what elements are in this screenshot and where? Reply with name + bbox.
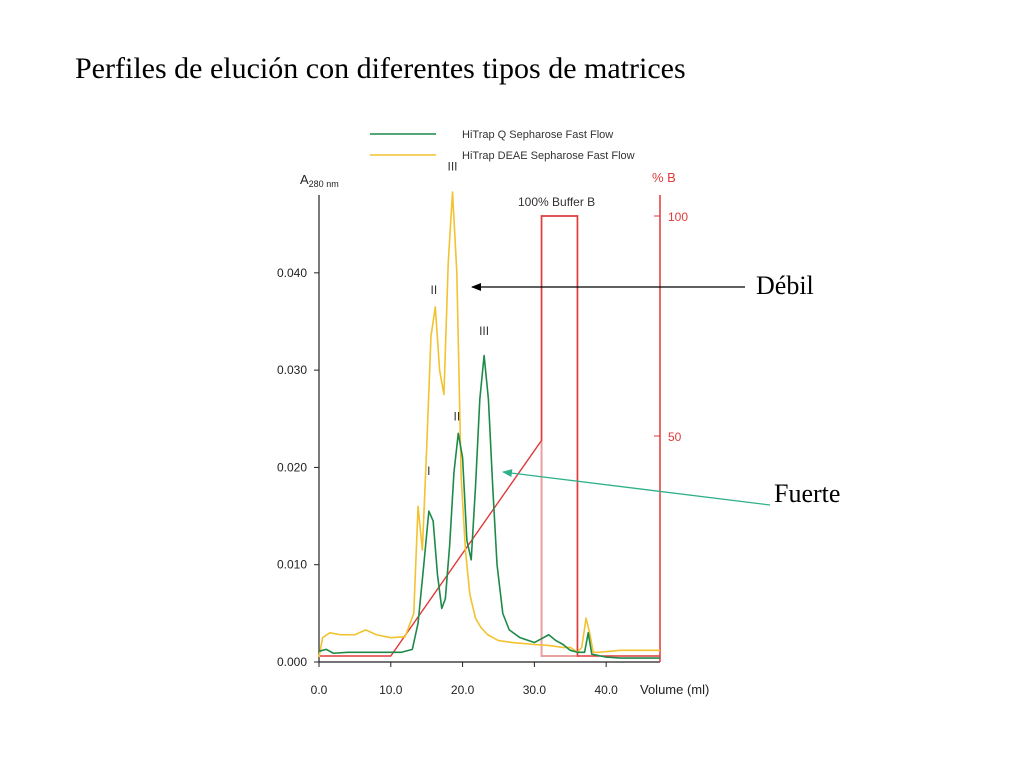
peak-label: III [448, 160, 458, 174]
series [318, 191, 660, 659]
peak-label: III [479, 324, 489, 338]
y-tick-label: 0.020 [277, 460, 307, 474]
y-tick-label: 0.030 [277, 363, 307, 377]
buffer-b-gradient [319, 215, 660, 657]
y-tick-label: 0.040 [277, 266, 307, 280]
series-line-percent-b [319, 215, 660, 657]
strong-arrow [502, 469, 771, 506]
y-tick-label: 0.000 [277, 655, 307, 669]
x-tick-label: 30.0 [523, 683, 547, 697]
axes: 0.000 0.010 0.020 0.030 0.040 0.0 10.0 20.0 30.0… [277, 195, 688, 697]
x-tick-label: 40.0 [594, 683, 618, 697]
legend-label-deae-sepharose: HiTrap DEAE Sepharose Fast Flow [462, 150, 635, 162]
buffer-b-box [540, 215, 579, 657]
weak-annotation: Débil [756, 271, 814, 300]
peak-label: I [427, 464, 430, 478]
y-tick-label: 0.010 [277, 558, 307, 572]
slide-title: Perfiles de elución con diferentes tipos… [75, 52, 686, 85]
peak-label: II [431, 283, 438, 297]
buffer-box-label: 100% Buffer B [518, 195, 595, 209]
y2-tick-label: 50 [668, 430, 682, 444]
x-tick-label: 10.0 [379, 683, 403, 697]
y-axis-title: A280 nm [300, 172, 339, 189]
x-axis-title: Volume (ml) [640, 682, 709, 697]
series-line-deae-sepharose [318, 191, 660, 658]
y2-tick-label: 100 [668, 210, 688, 224]
y-axis-title-main: A [300, 172, 309, 187]
peak-label: II [453, 410, 460, 424]
y-axis-title-sub: 280 nm [309, 179, 339, 189]
chart-legend: HiTrap Q Sepharose Fast Flow HiTrap DEAE… [370, 129, 635, 162]
x-tick-label: 0.0 [311, 683, 328, 697]
y2-axis-title: % B [652, 170, 676, 185]
legend-label-q-sepharose: HiTrap Q Sepharose Fast Flow [462, 129, 613, 141]
series-line-q-sepharose [318, 354, 660, 659]
strong-annotation: Fuerte [774, 479, 840, 508]
x-tick-label: 20.0 [451, 683, 475, 697]
